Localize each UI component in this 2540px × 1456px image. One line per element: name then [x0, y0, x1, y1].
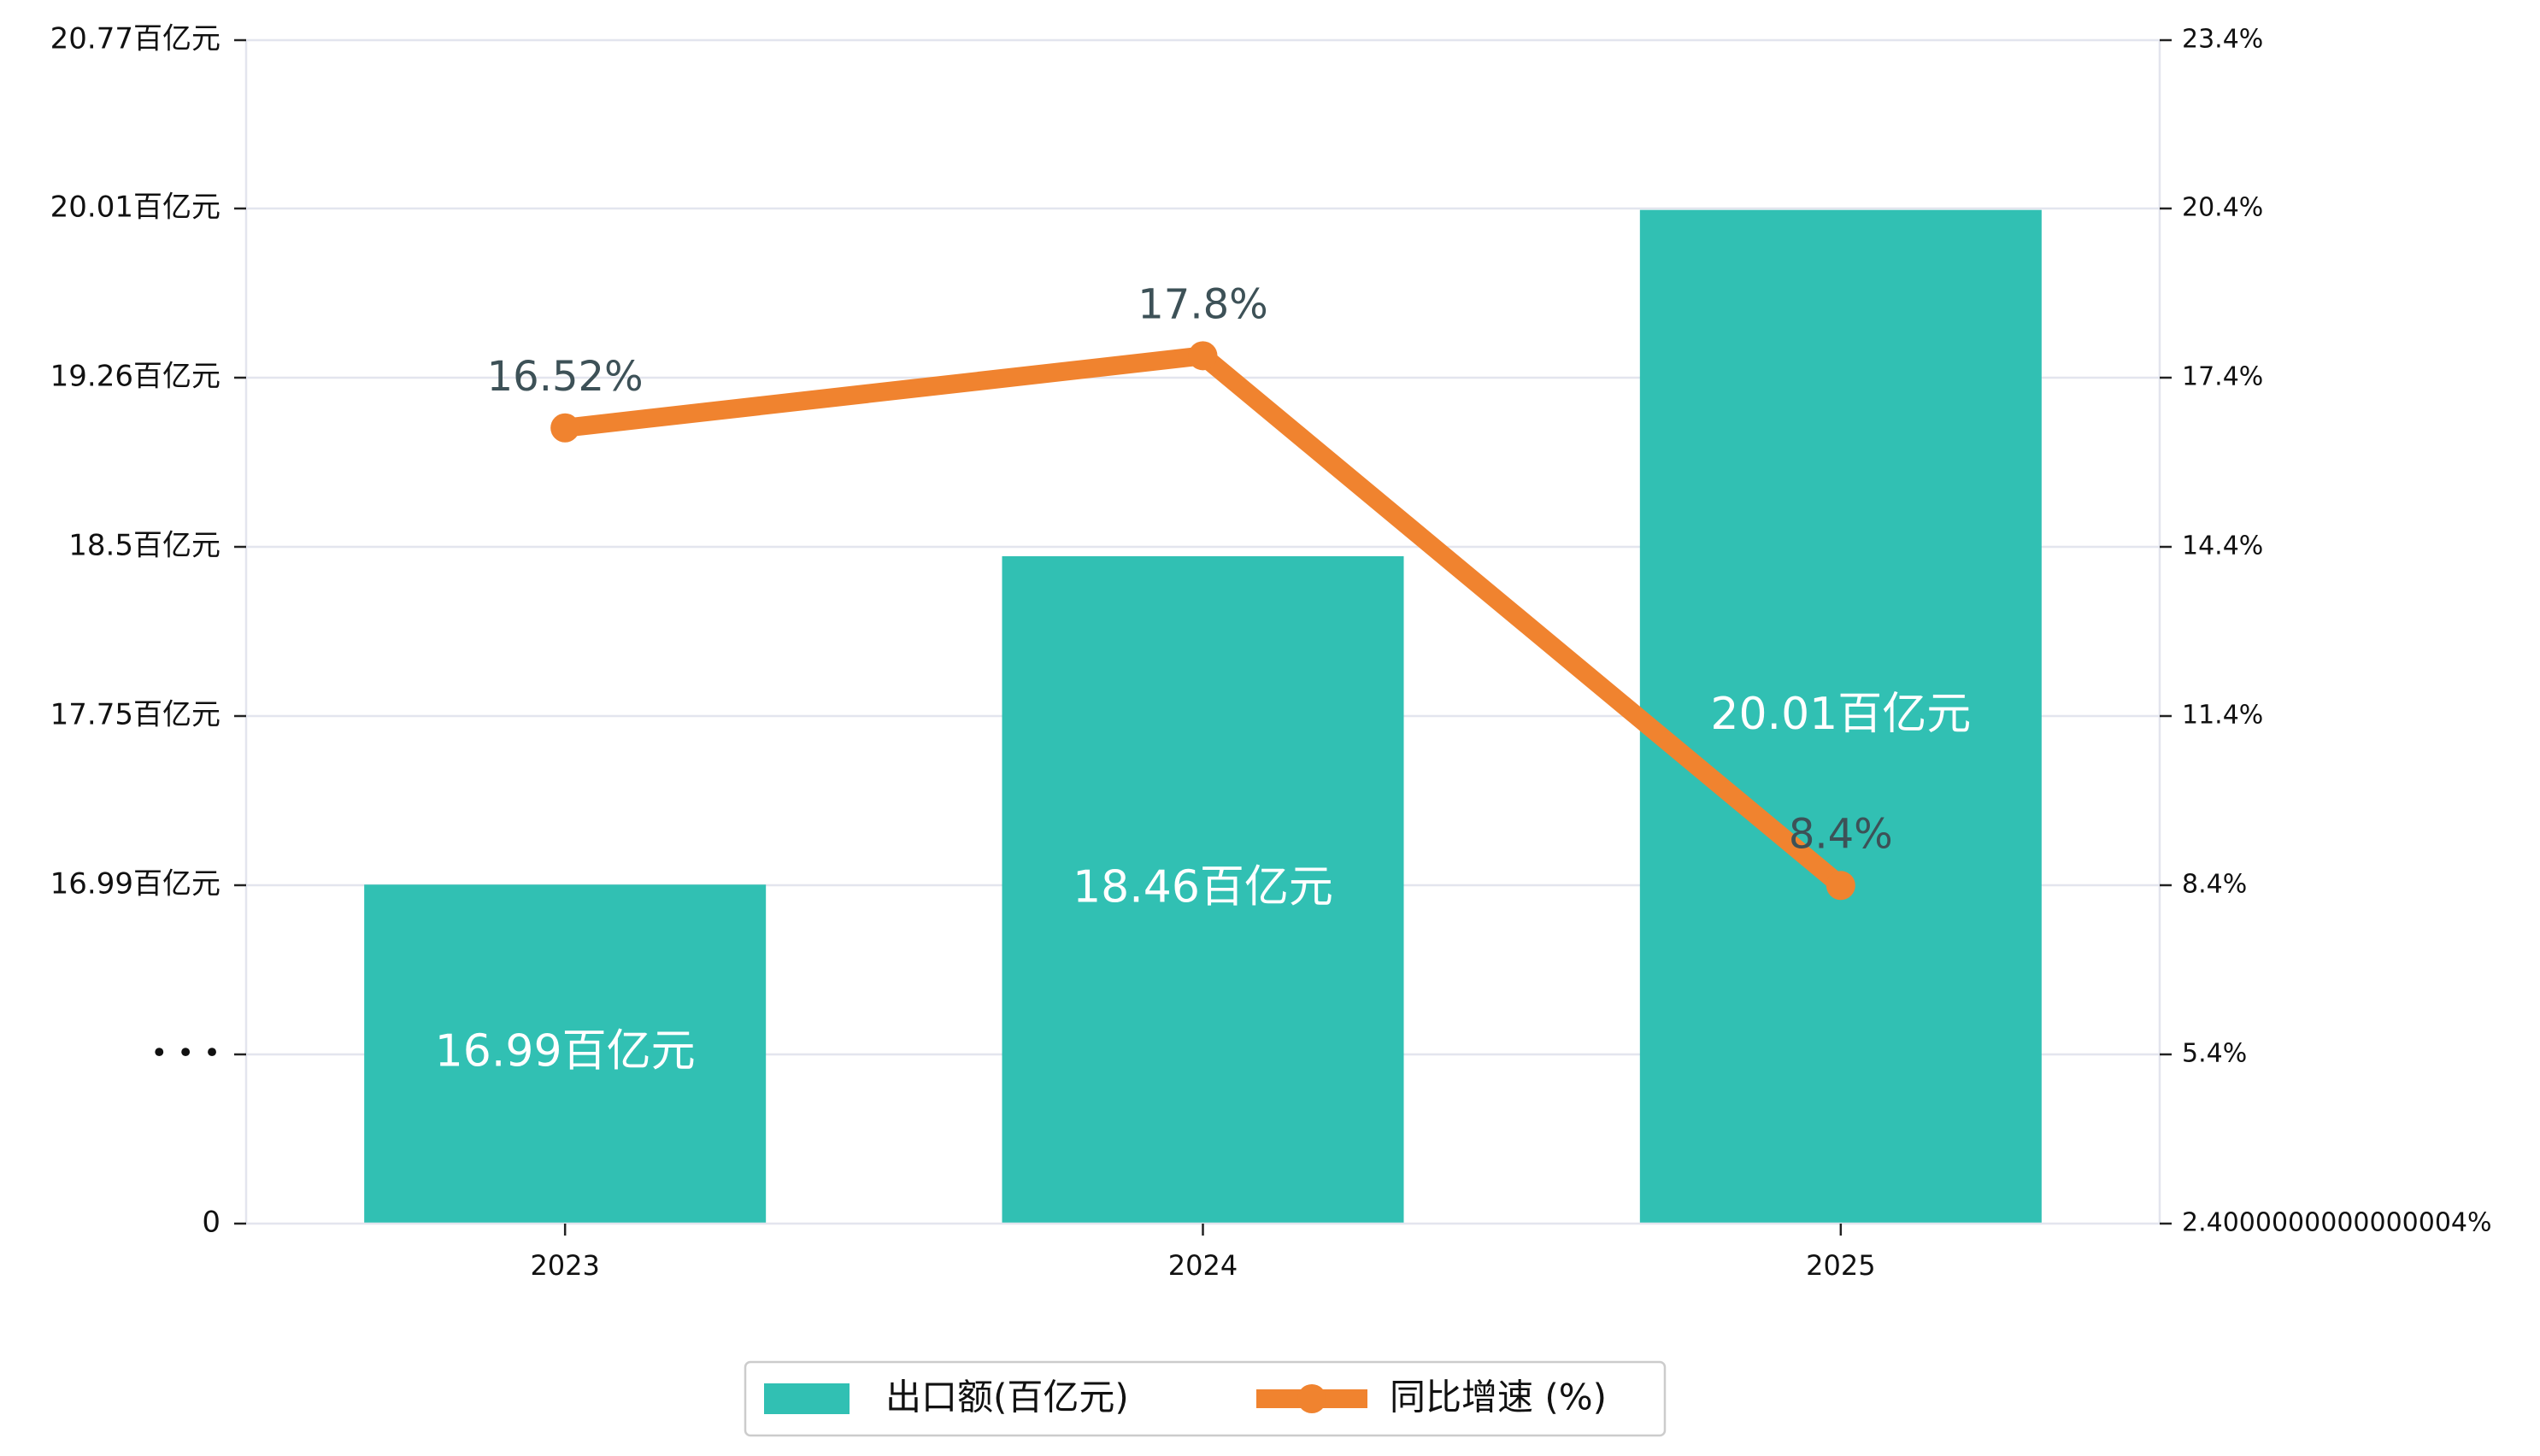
left-tick-label: 16.99百亿元	[50, 867, 220, 901]
left-tick-label: 17.75百亿元	[50, 698, 220, 732]
line-data-label: 8.4%	[1789, 810, 1893, 858]
left-axis-ticks: 0 • • • 16.99百亿元 17.75百亿元 18.5百亿元 19.26百亿元 20.…	[50, 22, 246, 1240]
x-axis-ticks: 2023 2024 2025	[530, 1224, 1876, 1282]
right-tick-label: 17.4%	[2182, 362, 2263, 392]
line-data-label: 17.8%	[1138, 280, 1267, 328]
bar-data-label: 16.99百亿元	[435, 1026, 696, 1077]
right-tick-label: 20.4%	[2182, 193, 2263, 223]
left-tick-label: 20.77百亿元	[50, 22, 220, 56]
x-tick-label: 2023	[530, 1249, 599, 1282]
right-tick-label: 8.4%	[2182, 870, 2247, 900]
x-tick-label: 2024	[1168, 1249, 1238, 1282]
bar-series	[364, 209, 2042, 1224]
x-tick-label: 2025	[1806, 1249, 1875, 1282]
left-tick-label: 20.01百亿元	[50, 191, 220, 225]
legend-marker-line	[1297, 1384, 1326, 1413]
bar-data-label: 20.01百亿元	[1710, 689, 1971, 740]
left-tick-label: 19.26百亿元	[50, 360, 220, 394]
legend-swatch-bar	[764, 1383, 850, 1414]
left-tick-label: • • •	[150, 1036, 220, 1071]
right-tick-label: 23.4%	[2182, 25, 2263, 55]
left-tick-label: 0	[202, 1206, 220, 1240]
bar-2023	[364, 884, 767, 1224]
bar-2025	[1639, 209, 2042, 1224]
legend-box	[744, 1360, 1667, 1437]
line-data-labels: 16.52% 17.8% 8.4%	[487, 280, 1893, 858]
line-point-2023	[550, 413, 580, 443]
right-tick-label: 5.4%	[2182, 1039, 2247, 1069]
line-data-label: 16.52%	[487, 353, 644, 401]
left-tick-label: 18.5百亿元	[68, 529, 220, 563]
right-tick-label: 11.4%	[2182, 701, 2263, 731]
line-series	[550, 341, 1855, 901]
legend: 出口额(百亿元) 同比增速 (%)	[744, 1360, 1667, 1437]
legend-label-bar: 出口额(百亿元)	[885, 1377, 1129, 1418]
line-point-2025	[1826, 871, 1855, 901]
bar-data-labels: 16.99百亿元 18.46百亿元 20.01百亿元	[435, 689, 1972, 1077]
legend-label-line: 同比增速 (%)	[1390, 1377, 1607, 1418]
right-tick-label: 14.4%	[2182, 531, 2263, 561]
right-tick-label: 2.4000000000000004%	[2182, 1208, 2492, 1238]
bar-2024	[1002, 555, 1404, 1224]
bar-data-label: 18.46百亿元	[1073, 861, 1333, 913]
line-point-2024	[1188, 341, 1218, 371]
right-axis-ticks: 2.4000000000000004% 5.4% 8.4% 11.4% 14.4% 17.…	[2160, 25, 2492, 1238]
